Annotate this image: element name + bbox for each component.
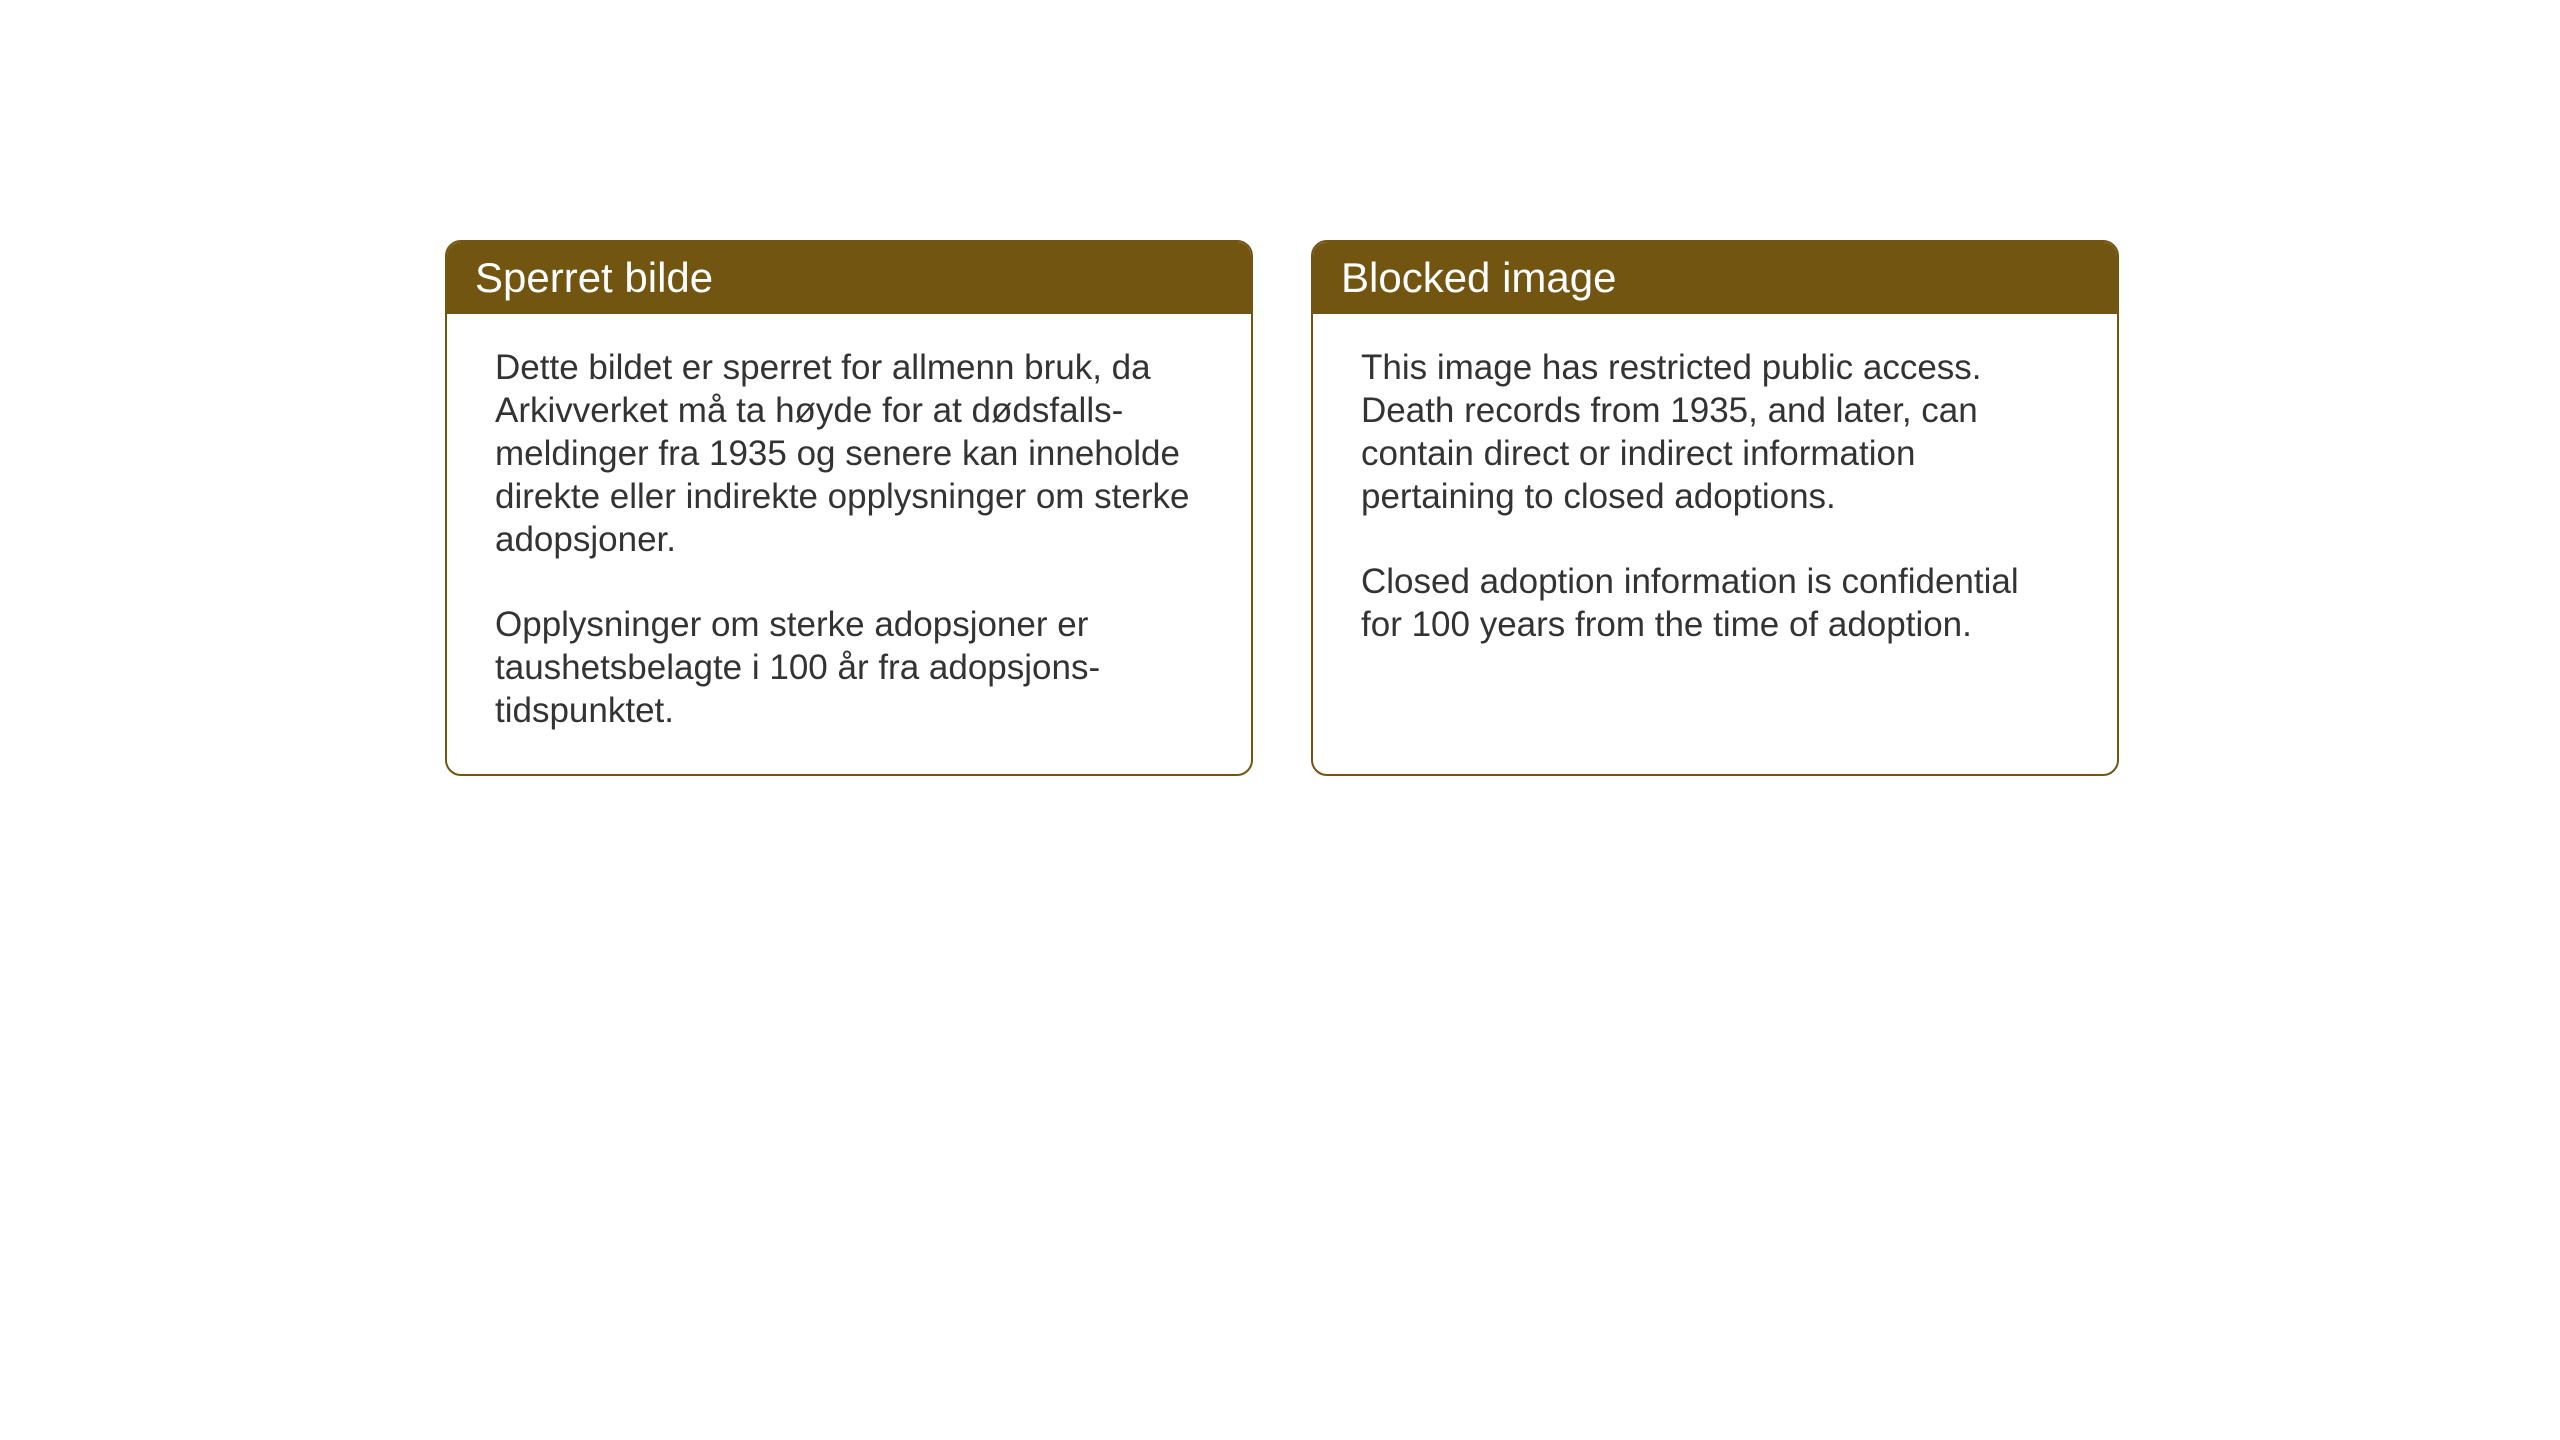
notice-card-norwegian: Sperret bilde Dette bildet er sperret fo… [445,240,1253,776]
notice-header-norwegian: Sperret bilde [447,242,1251,314]
notice-paragraph-1-english: This image has restricted public access.… [1361,346,2069,518]
notice-paragraph-2-english: Closed adoption information is confident… [1361,560,2069,646]
notice-body-english: This image has restricted public access.… [1313,314,2117,688]
notice-paragraph-1-norwegian: Dette bildet er sperret for allmenn bruk… [495,346,1203,561]
notice-body-norwegian: Dette bildet er sperret for allmenn bruk… [447,314,1251,774]
notice-card-english: Blocked image This image has restricted … [1311,240,2119,776]
notice-header-english: Blocked image [1313,242,2117,314]
notice-container: Sperret bilde Dette bildet er sperret fo… [445,240,2119,776]
notice-title-norwegian: Sperret bilde [475,254,713,301]
notice-title-english: Blocked image [1341,254,1616,301]
notice-paragraph-2-norwegian: Opplysninger om sterke adopsjoner er tau… [495,603,1203,732]
